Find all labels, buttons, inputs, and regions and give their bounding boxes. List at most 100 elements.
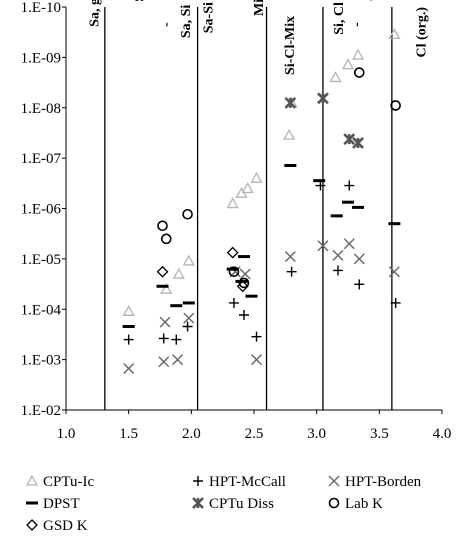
zone-label: Cl: [365, 0, 380, 1]
zone-label: Si, Cl: [332, 2, 347, 35]
data-point: [344, 180, 355, 191]
data-point: [343, 133, 356, 146]
series-dpst: [122, 163, 401, 328]
series-lab-k: [157, 67, 401, 289]
x-tick-label: 2.0: [182, 426, 201, 442]
data-point: [250, 171, 263, 183]
legend-swatch: [328, 475, 340, 487]
data-point: [157, 220, 168, 232]
data-point: [390, 297, 401, 308]
y-tick-label: 1.E-09: [21, 50, 61, 66]
data-point: [238, 277, 250, 289]
data-point: [228, 297, 239, 308]
data-point: [251, 354, 263, 366]
tick-labels: 1.E-10 1.E-09 1.E-08 1.E-07 1.E-06 1.E-05 1.E-…: [21, 0, 452, 442]
data-marks: [122, 28, 401, 374]
x-tick-label: 4.0: [433, 426, 452, 442]
zone-label: -: [159, 22, 174, 27]
data-point: [159, 316, 171, 328]
zone-label: Sa, Si: [179, 5, 194, 39]
zone-label: Sa: [133, 0, 148, 2]
x-tick-label: 3.0: [307, 426, 326, 442]
data-point: [226, 246, 239, 259]
y-tick-label: 1.E-06: [21, 202, 62, 218]
zone-label: Cl (org.): [415, 7, 430, 58]
data-point: [160, 282, 173, 294]
legend: CPTu-Ic HPT-McCall HPT-Borden DPST CPTu Diss…: [25, 474, 422, 534]
x-tick-label: 1.5: [119, 426, 138, 442]
data-point: [236, 280, 249, 293]
data-point: [352, 137, 364, 149]
legend-swatch: [192, 497, 204, 509]
data-point: [286, 266, 297, 277]
data-point: [183, 312, 195, 324]
zone-label: Mix: [252, 0, 267, 16]
data-point: [228, 266, 240, 278]
x-tick-label: 1.0: [57, 426, 76, 442]
data-point: [156, 265, 169, 278]
series-hpt-borden: [123, 238, 400, 374]
data-point: [158, 333, 169, 344]
legend-label: Lab K: [345, 496, 383, 512]
data-point: [284, 96, 297, 109]
data-point: [158, 356, 170, 368]
data-point: [332, 265, 343, 276]
data-point: [182, 254, 195, 266]
y-tick-label: 1.E-07: [21, 151, 62, 167]
data-point: [182, 321, 193, 332]
data-point: [351, 48, 365, 60]
data-point: [332, 249, 344, 261]
data-point: [317, 240, 329, 252]
data-point: [317, 92, 329, 105]
data-point: [226, 197, 239, 209]
data-point: [282, 128, 296, 140]
legend-swatch: [193, 476, 203, 486]
y-tick-label: 1.E-03: [21, 353, 61, 369]
data-point: [171, 334, 182, 345]
legend-label: CPTu-Ic: [43, 474, 94, 490]
x-tick-label: 3.5: [370, 426, 389, 442]
data-point: [172, 354, 184, 366]
series-gsd-k: [156, 246, 249, 293]
data-point: [160, 233, 172, 245]
data-point: [122, 304, 135, 316]
x-tick-label: 2.5: [245, 426, 264, 442]
data-point: [238, 309, 249, 320]
data-point: [329, 71, 342, 83]
data-point: [343, 238, 355, 250]
y-tick-label: 1.E-04: [21, 302, 62, 318]
legend-swatch: [26, 519, 38, 531]
zone-label: -: [350, 22, 365, 27]
data-point: [388, 266, 400, 278]
series-cptu-ic: [122, 28, 401, 316]
y-tick-label: 1.E-08: [21, 101, 61, 117]
zone-label: Sa, gr: [88, 0, 103, 27]
data-point: [284, 251, 296, 263]
data-point: [388, 28, 401, 40]
y-tick-label: 1.E-10: [21, 0, 61, 16]
legend-label: CPTu Diss: [209, 496, 274, 512]
zone-label: Si-Cl-Mix: [283, 16, 298, 75]
legend-label: HPT-McCall: [209, 474, 286, 490]
y-tick-label: 1.E-02: [21, 403, 61, 419]
series-cptu-diss: [284, 92, 364, 149]
data-point: [251, 331, 262, 342]
legend-label: GSD K: [43, 518, 88, 534]
y-tick-label: 1.E-05: [21, 252, 61, 268]
zone-label: Sa-Si: [202, 2, 217, 33]
legend-label: DPST: [43, 496, 80, 512]
series-hpt-mccall: [123, 180, 401, 345]
data-point: [241, 182, 254, 194]
data-point: [182, 208, 193, 220]
data-point: [123, 363, 135, 374]
axes: [65, 7, 442, 411]
zone-boundaries: [104, 7, 393, 410]
data-point: [341, 58, 355, 70]
data-point: [353, 253, 365, 265]
data-point: [354, 279, 365, 290]
data-point: [123, 334, 134, 345]
data-point: [353, 67, 365, 78]
data-point: [390, 100, 401, 111]
